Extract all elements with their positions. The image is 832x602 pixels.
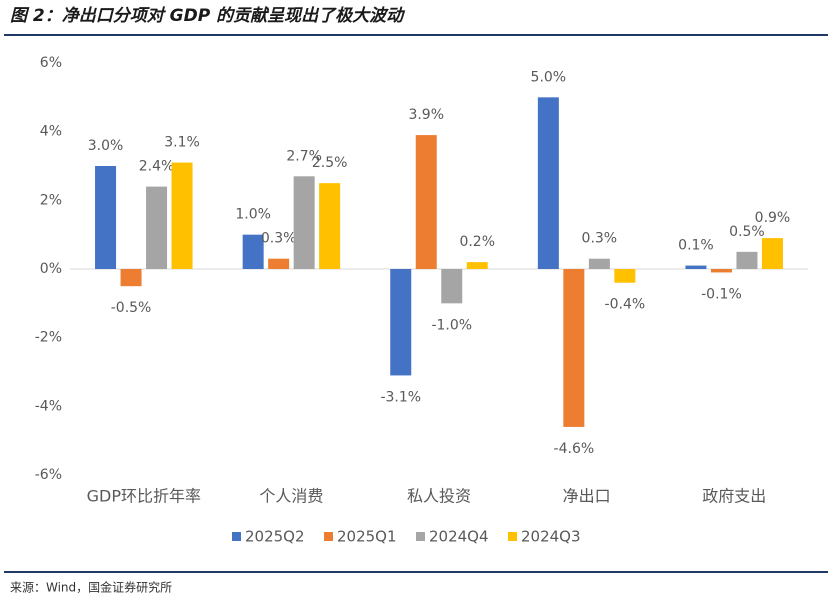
legend-swatch bbox=[324, 532, 333, 541]
value-label: 3.1% bbox=[164, 135, 200, 151]
value-label: -0.5% bbox=[111, 300, 152, 316]
value-label: 2.5% bbox=[312, 155, 348, 171]
bar bbox=[685, 265, 707, 269]
value-label: 0.9% bbox=[755, 210, 791, 226]
x-tick-label: 个人消费 bbox=[259, 487, 323, 506]
bar bbox=[710, 269, 732, 273]
bar bbox=[146, 186, 168, 269]
bar bbox=[268, 258, 290, 269]
x-tick-label: 政府支出 bbox=[702, 487, 766, 506]
y-tick-label: -2% bbox=[35, 330, 62, 346]
bar bbox=[537, 97, 559, 269]
bar bbox=[761, 238, 783, 269]
value-label: -1.0% bbox=[431, 317, 472, 333]
legend-swatch bbox=[232, 532, 241, 541]
y-tick-label: 6% bbox=[40, 55, 62, 71]
bar bbox=[614, 269, 636, 283]
y-tick-label: 4% bbox=[40, 124, 62, 140]
chart-title: 图 2：净出口分项对 GDP 的贡献呈现出了极大波动 bbox=[10, 6, 406, 26]
source: 来源：Wind，国金证券研究所 bbox=[10, 580, 172, 595]
value-label: -0.4% bbox=[605, 297, 646, 313]
value-label: 3.9% bbox=[408, 107, 444, 123]
value-label: 2.4% bbox=[139, 159, 175, 175]
bar bbox=[293, 176, 315, 269]
value-label: 2.7% bbox=[286, 148, 322, 164]
bar bbox=[390, 269, 412, 376]
value-label: 5.0% bbox=[531, 69, 567, 85]
bar bbox=[120, 269, 142, 287]
bar bbox=[563, 269, 585, 427]
legend-swatch bbox=[508, 532, 517, 541]
y-tick-label: -4% bbox=[35, 398, 62, 414]
value-label: 0.2% bbox=[459, 234, 495, 250]
value-label: 0.1% bbox=[678, 238, 714, 254]
value-label: -0.1% bbox=[701, 286, 742, 302]
legend-label: 2024Q3 bbox=[521, 528, 581, 546]
legend-label: 2025Q1 bbox=[337, 528, 397, 546]
legend-swatch bbox=[416, 532, 425, 541]
bar bbox=[588, 258, 610, 269]
value-label: 0.3% bbox=[582, 231, 618, 247]
value-label: 0.5% bbox=[729, 224, 765, 240]
value-label: -3.1% bbox=[380, 389, 421, 405]
bar bbox=[95, 166, 117, 269]
bar bbox=[441, 269, 463, 304]
y-tick-label: 2% bbox=[40, 192, 62, 208]
bar bbox=[171, 162, 193, 269]
y-tick-label: 0% bbox=[40, 261, 62, 277]
bar bbox=[242, 234, 264, 269]
bar bbox=[319, 183, 341, 269]
value-label: 3.0% bbox=[88, 138, 124, 154]
value-label: -4.6% bbox=[554, 441, 595, 457]
bar bbox=[415, 135, 437, 269]
legend-label: 2024Q4 bbox=[429, 528, 489, 546]
legend-label: 2025Q2 bbox=[245, 528, 305, 546]
x-tick-label: 私人投资 bbox=[407, 487, 471, 506]
x-tick-label: 净出口 bbox=[563, 487, 611, 506]
x-tick-label: GDP环比折年率 bbox=[87, 487, 201, 506]
value-label: 0.3% bbox=[261, 231, 297, 247]
y-tick-label: -6% bbox=[35, 467, 62, 483]
bar bbox=[466, 262, 488, 269]
value-label: 1.0% bbox=[235, 207, 271, 223]
bar bbox=[736, 251, 758, 269]
